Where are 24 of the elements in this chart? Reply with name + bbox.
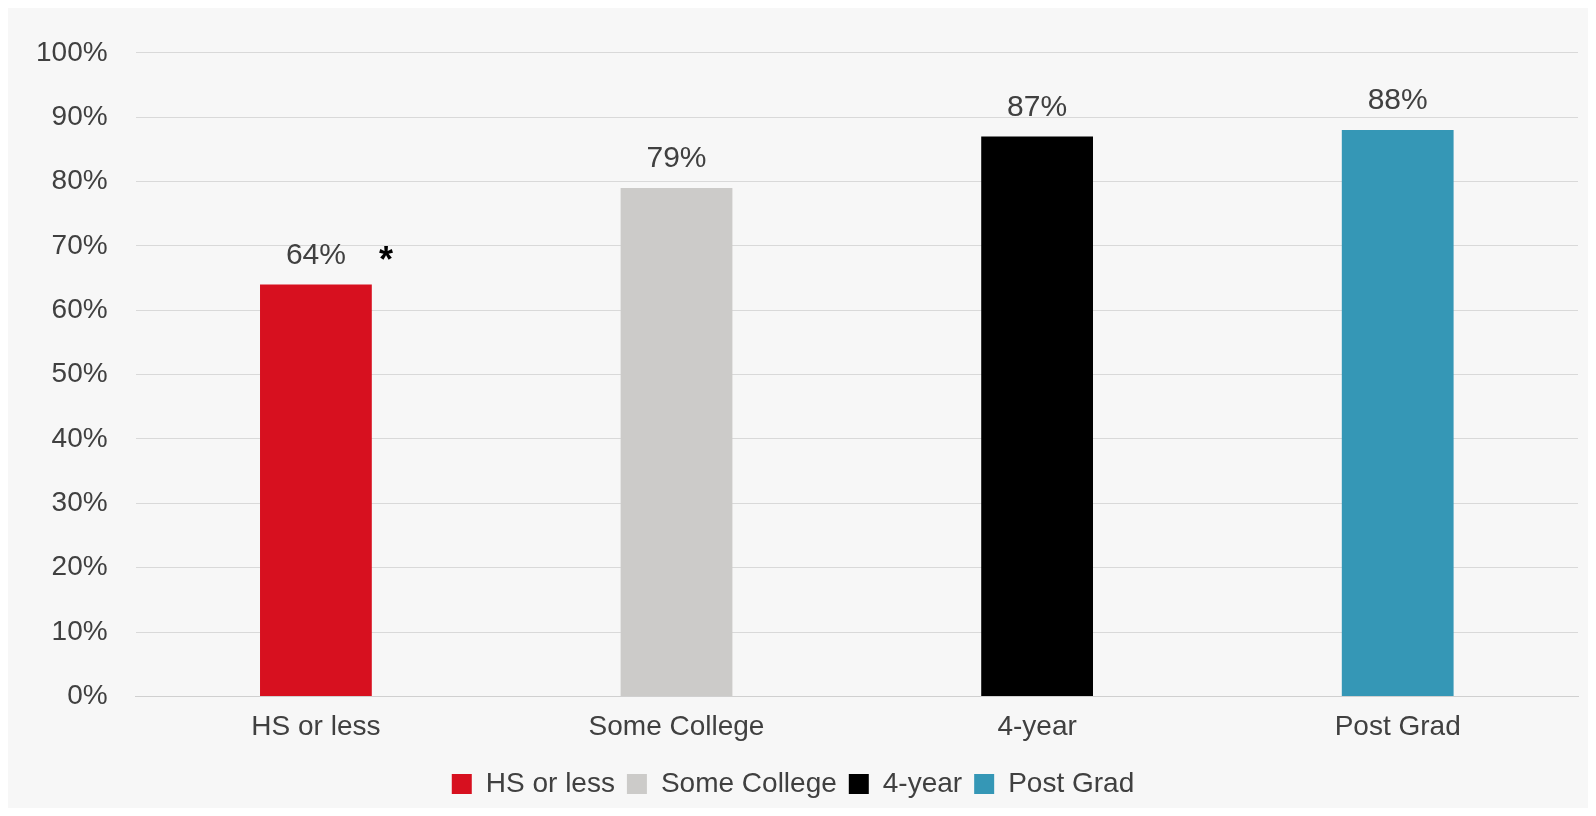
x-tick-label: HS or less <box>251 709 381 741</box>
y-tick-label: 30% <box>51 486 108 518</box>
legend-label: Post Grad <box>1008 766 1135 798</box>
y-tick-label: 80% <box>51 164 108 196</box>
data-label: 88% <box>1367 82 1428 116</box>
x-tick-label: Post Grad <box>1334 709 1461 741</box>
y-tick-label: 70% <box>51 228 108 260</box>
x-tick-label: Some College <box>588 709 765 741</box>
y-tick-label: 100% <box>35 35 108 67</box>
legend-label: Some College <box>660 766 837 798</box>
x-tick-label: 4-year <box>997 709 1077 741</box>
data-label: 87% <box>1007 88 1068 122</box>
legend-label: 4-year <box>882 766 963 798</box>
y-tick-label: 60% <box>51 292 108 324</box>
y-tick-label: 0% <box>67 679 108 711</box>
annotation: * <box>378 239 393 281</box>
y-tick-label: 90% <box>51 99 108 131</box>
y-tick-label: 10% <box>51 614 108 646</box>
y-tick-label: 20% <box>51 550 108 582</box>
y-tick-label: 50% <box>51 357 108 389</box>
data-label: 79% <box>646 140 707 174</box>
data-label: 64% <box>285 236 346 270</box>
y-tick-label: 40% <box>51 421 108 453</box>
legend-label: HS or less <box>485 766 615 798</box>
